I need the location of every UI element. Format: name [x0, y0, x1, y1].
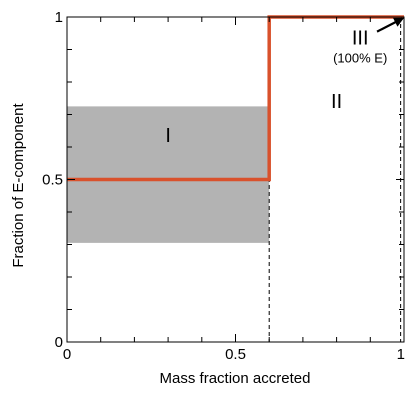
y-tick-label: 0 [55, 334, 63, 351]
region-label-II: II [331, 91, 342, 113]
axes-layer [66, 16, 405, 343]
region-label-III: III [352, 28, 369, 50]
x-tick-label: 0.5 [225, 346, 246, 363]
y-axis-title: Fraction of E-component [10, 103, 27, 268]
background-layer [67, 106, 270, 243]
x-tick-label: 1 [397, 346, 405, 363]
text-layer: 0 0.5 1 0 0.5 1 Mass fraction accreted Fraction… [10, 9, 405, 387]
arrow-to-region-iii [376, 17, 405, 33]
y-tick-label: 1 [55, 9, 63, 26]
marks-layer [67, 15, 404, 342]
x-axis-title: Mass fraction accreted [160, 370, 311, 387]
shaded-region [67, 106, 270, 243]
region-note: (100% E) [333, 51, 387, 66]
y-tick-label: 0.5 [42, 172, 63, 189]
x-tick-label: 0 [63, 346, 71, 363]
region-label-I: I [165, 125, 171, 147]
